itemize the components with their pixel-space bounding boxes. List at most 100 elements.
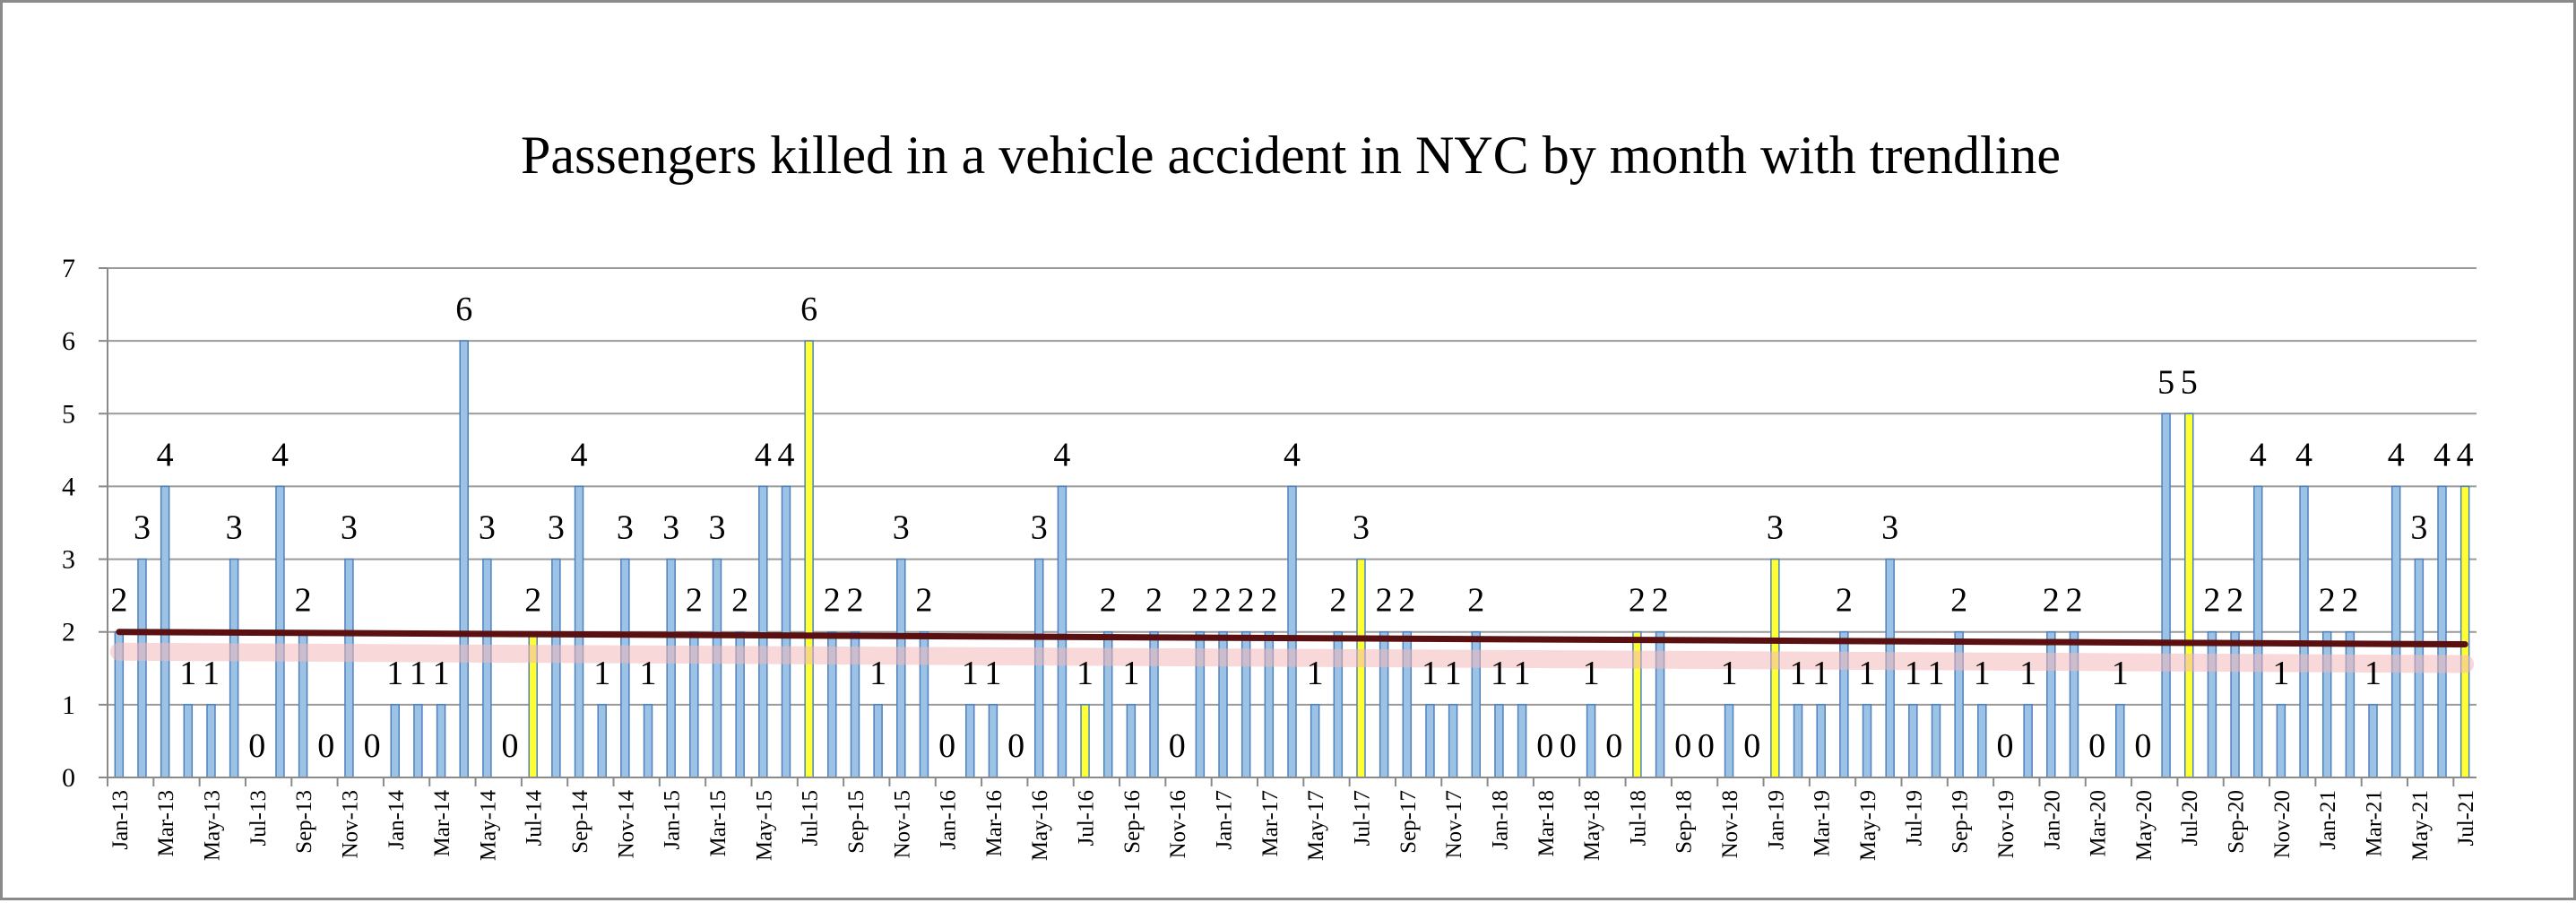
x-tick-label: Nov-20 [2270, 790, 2295, 858]
x-tick-label: Nov-19 [1994, 790, 2018, 858]
x-tick-label: Sep-18 [1673, 790, 1697, 854]
data-label: 1 [962, 655, 979, 692]
bar [459, 340, 469, 778]
bar [1724, 704, 1734, 778]
data-label: 0 [938, 727, 955, 765]
data-label: 3 [1353, 509, 1370, 547]
y-tick-label: 3 [62, 545, 75, 575]
data-label: 5 [2157, 363, 2174, 401]
bar [896, 558, 906, 778]
data-label: 0 [1007, 727, 1024, 765]
x-tick-label: Sep-15 [844, 790, 869, 854]
x-tick-label: May-14 [476, 790, 500, 862]
data-label: 2 [1260, 582, 1277, 620]
data-label: 0 [1996, 727, 2013, 765]
data-label: 1 [1122, 655, 1139, 692]
bar-highlighted [1080, 704, 1090, 778]
bar [413, 704, 423, 778]
bar [1793, 704, 1803, 778]
bar [666, 558, 676, 778]
data-label: 1 [2364, 655, 2382, 692]
bar [2299, 485, 2309, 778]
data-label: 2 [1191, 582, 1208, 620]
data-label: 1 [1307, 655, 1324, 692]
data-label: 1 [1583, 655, 1600, 692]
x-tick-label: Jan-13 [108, 790, 133, 850]
bar [2023, 704, 2033, 778]
bar [1586, 704, 1596, 778]
data-label: 0 [502, 727, 519, 765]
bar [2161, 412, 2171, 778]
data-label: 2 [1145, 582, 1163, 620]
data-label: 3 [2410, 509, 2427, 547]
bar [436, 704, 446, 778]
data-label: 2 [524, 582, 541, 620]
y-tick-label: 4 [62, 472, 75, 501]
data-label: 1 [1445, 655, 1462, 692]
bar [597, 704, 607, 778]
x-tick-label: Mar-20 [2087, 790, 2111, 856]
bar [1310, 704, 1320, 778]
x-tick-label: Mar-18 [1534, 790, 1559, 856]
data-label: 2 [2226, 582, 2243, 620]
data-label: 0 [2134, 727, 2151, 765]
y-tick-label: 1 [62, 690, 75, 720]
data-label: 3 [548, 509, 565, 547]
y-tick-label: 5 [62, 399, 75, 429]
x-tick-label: Nov-18 [1718, 790, 1742, 858]
data-label: 1 [2019, 655, 2036, 692]
data-label: 2 [846, 582, 863, 620]
x-tick-label: May-18 [1580, 790, 1604, 861]
data-label: 1 [1812, 655, 1829, 692]
data-label: 1 [1790, 655, 1807, 692]
data-label: 0 [2088, 727, 2105, 765]
data-label: 3 [1881, 509, 1898, 547]
bar [2321, 630, 2332, 778]
y-tick-label: 6 [62, 326, 75, 356]
x-tick-label: Jul-21 [2454, 790, 2478, 847]
trendline-group [109, 629, 2475, 673]
y-axis-ticks: 0 1 2 3 4 5 6 7 [62, 254, 108, 793]
bar [873, 704, 883, 778]
data-label: 3 [893, 509, 910, 547]
data-label: 1 [984, 655, 1001, 692]
data-label: 1 [433, 655, 450, 692]
data-label: 0 [248, 727, 265, 765]
x-tick-label: Sep-17 [1396, 790, 1421, 854]
bar [712, 558, 722, 778]
x-tick-label: Nov-13 [338, 790, 362, 858]
data-label: 1 [410, 655, 427, 692]
bar-highlighted [804, 340, 814, 778]
bar [1862, 704, 1872, 778]
bar [2230, 630, 2240, 778]
data-label: 3 [708, 509, 725, 547]
data-label: 1 [1514, 655, 1531, 692]
x-tick-label: Sep-20 [2225, 790, 2249, 854]
data-label: 1 [179, 655, 196, 692]
data-label: 4 [755, 436, 772, 473]
data-label: 6 [455, 291, 472, 328]
bar [1816, 704, 1826, 778]
trendline [116, 629, 2468, 648]
x-tick-label: Jan-17 [1213, 790, 1237, 850]
data-label: 2 [295, 582, 312, 620]
bar-highlighted [1356, 558, 1366, 778]
bar [206, 704, 216, 778]
data-label: 2 [731, 582, 748, 620]
bar [1425, 704, 1435, 778]
bar [1033, 558, 1044, 778]
data-label: 4 [157, 436, 174, 473]
x-tick-label: May-13 [200, 790, 224, 861]
data-label: 1 [1076, 655, 1094, 692]
bar [183, 704, 194, 778]
x-tick-label: Jul-16 [1075, 790, 1099, 847]
bar-highlighted [2183, 412, 2194, 778]
bar [1908, 704, 1918, 778]
bar [2115, 704, 2125, 778]
data-label: 2 [1398, 582, 1415, 620]
data-label: 4 [571, 436, 588, 473]
bar [390, 704, 401, 778]
chart-title: Passengers killed in a vehicle accident … [521, 126, 2061, 185]
x-tick-label: Jan-20 [2040, 790, 2064, 850]
